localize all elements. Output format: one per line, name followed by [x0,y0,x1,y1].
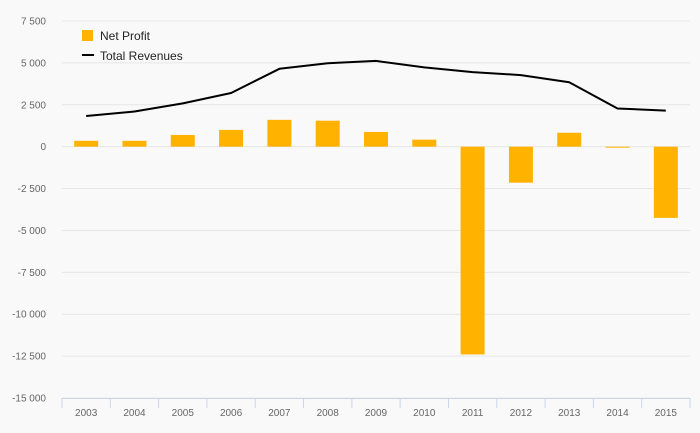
bar-net-profit [460,146,485,355]
x-tick-label: 2003 [75,408,98,419]
legend: Net Profit Total Revenues [82,29,183,63]
y-tick-label: -7 500 [18,268,47,279]
y-tick-label: 0 [40,142,46,153]
total-revenues-line-group [86,59,666,117]
bar-net-profit [653,146,678,218]
bar-net-profit [557,132,582,147]
x-tick-label: 2012 [510,408,533,419]
bar-net-profit [364,131,388,147]
bar-net-profit [219,129,244,147]
y-tick-label: 7 500 [21,17,46,28]
x-tick-label: 2015 [655,408,678,419]
gridlines [62,20,690,399]
x-tick-label: 2010 [413,408,436,419]
x-tick-label: 2005 [172,408,195,419]
legend-label-total-revenues: Total Revenues [100,49,183,63]
bar-net-profit [267,119,292,147]
bar-net-profit [315,120,340,147]
x-tick-label: 2004 [123,408,146,419]
bar-net-profit [122,140,147,147]
y-tick-label: 2 500 [21,100,46,111]
y-tick-label: -15 000 [12,394,46,405]
x-axis: 2003 2004 2005 2006 2007 2008 2009 2010 2011 2012… [61,398,691,419]
legend-label-net-profit: Net Profit [100,29,151,43]
x-tick-label: 2006 [220,408,243,419]
bar-net-profit [74,140,99,147]
net-profit-bars [74,119,678,355]
x-tick-label: 2007 [268,408,291,419]
x-tick-label: 2008 [317,408,340,419]
bar-net-profit [170,134,195,147]
line-total-revenues [86,59,666,117]
x-tick-label: 2013 [558,408,581,419]
legend-swatch-net-profit [82,30,93,41]
y-axis-ticks: 7 500 5 000 2 500 0 -2 500 -5 000 -7 500 -10 00… [12,17,46,405]
y-tick-label: 5 000 [21,58,46,69]
y-tick-label: -12 500 [12,352,46,363]
y-tick-label: -2 500 [18,184,47,195]
bar-net-profit [508,146,533,183]
bar-net-profit [412,139,437,147]
x-tick-label: 2009 [365,408,388,419]
x-tick-label: 2014 [606,408,629,419]
y-tick-label: -10 000 [12,310,46,321]
x-tick-label: 2011 [462,408,484,419]
y-tick-label: -5 000 [18,226,47,237]
bar-net-profit [605,146,630,148]
